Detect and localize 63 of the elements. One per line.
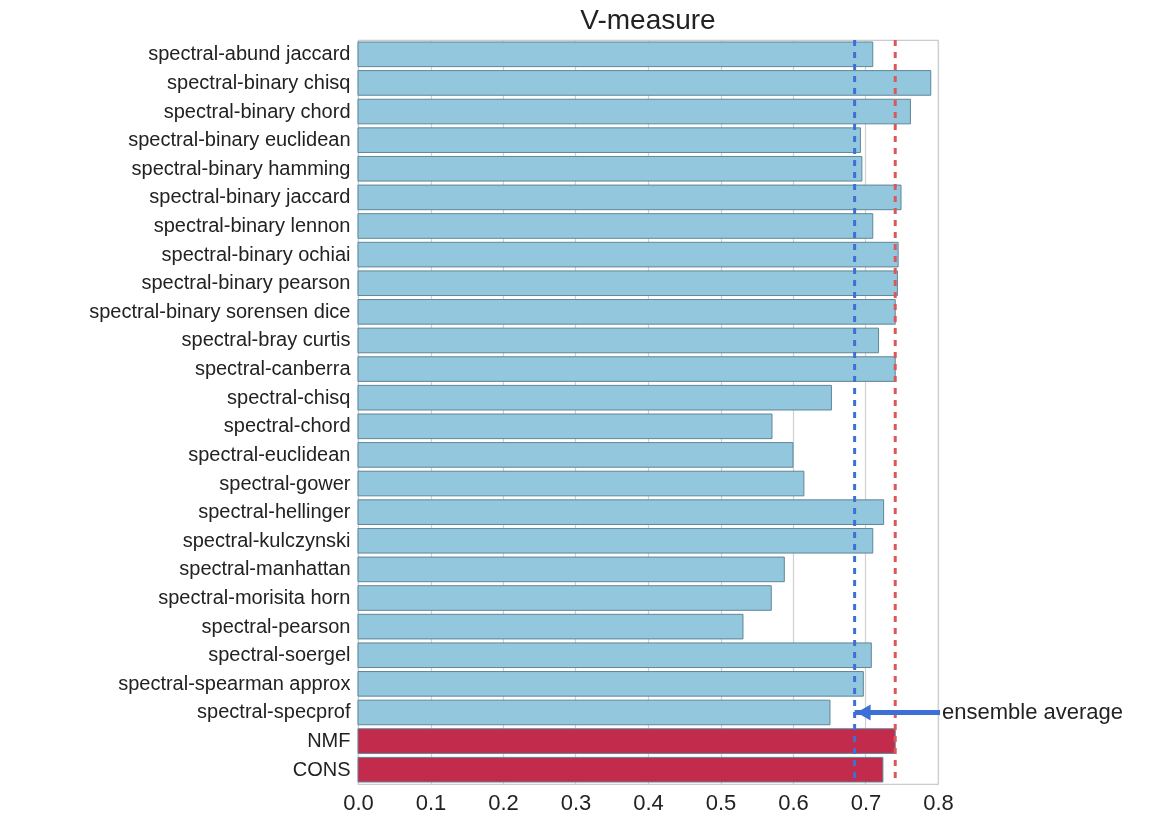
y-tick-label: NMF [307, 729, 351, 752]
bar [357, 70, 932, 96]
x-tick-label: 0.8 [923, 789, 954, 815]
bar [357, 384, 832, 411]
bar [357, 728, 896, 754]
y-tick-label: spectral-spearman approx [118, 671, 351, 694]
bar [357, 127, 861, 153]
y-tick-label: spectral-binary chisq [167, 70, 351, 93]
y-tick-label: spectral-binary hamming [131, 156, 351, 179]
bar [357, 98, 911, 125]
y-tick-label: spectral-binary chord [163, 99, 351, 122]
x-tick-label: 0.4 [633, 789, 664, 815]
y-tick-label: CONS [292, 757, 351, 780]
x-tick-label: 0.7 [850, 789, 882, 815]
y-tick-label: spectral-specprof [197, 700, 351, 723]
y-tick-label: spectral-binary pearson [141, 271, 351, 294]
bar [357, 270, 898, 297]
bar [357, 499, 885, 525]
bar [357, 527, 874, 554]
chart-title: V-measure [580, 3, 716, 35]
bar [357, 413, 773, 440]
x-tick-label: 0.6 [778, 789, 809, 815]
bar [357, 41, 874, 68]
x-tick-label: 0.5 [705, 789, 737, 815]
bar [357, 613, 744, 640]
y-tick-label: spectral-manhattan [179, 557, 351, 580]
bar [357, 184, 902, 211]
y-tick-label: spectral-binary ochiai [161, 242, 351, 265]
bar [357, 585, 772, 611]
bar [357, 241, 899, 268]
bar [357, 299, 896, 325]
bar [357, 356, 896, 382]
annotation: ensemble average [942, 699, 1124, 725]
x-tick-label: 0.3 [560, 789, 592, 815]
x-tick-label: 0.1 [415, 789, 447, 815]
y-tick-label: spectral-morisita horn [158, 586, 351, 608]
y-tick-label: spectral-binary sorensen dice [89, 299, 351, 322]
bar [357, 642, 872, 669]
bar [357, 155, 863, 182]
bar [357, 213, 874, 239]
bar [357, 756, 884, 783]
y-tick-label: spectral-chisq [227, 385, 351, 408]
y-tick-label: spectral-euclidean [188, 442, 351, 465]
y-tick-label: spectral-binary jaccard [149, 185, 351, 208]
bar [357, 327, 880, 354]
x-tick-label: 0.0 [343, 789, 374, 815]
y-tick-label: spectral-canberra [194, 357, 352, 380]
y-tick-label: spectral-binary lennon [153, 214, 351, 236]
bar [357, 556, 785, 583]
y-tick-label: spectral-hellinger [198, 500, 351, 523]
y-tick-label: spectral-pearson [201, 614, 351, 637]
bar [357, 671, 864, 697]
bar [357, 470, 805, 497]
y-tick-label: spectral-gower [219, 471, 351, 494]
y-tick-label: spectral-binary euclidean [128, 128, 351, 151]
x-tick-label: 0.2 [488, 789, 519, 815]
y-tick-label: spectral-chord [223, 414, 351, 437]
y-tick-label: spectral-abund jaccard [148, 42, 351, 65]
y-tick-label: spectral-bray curtis [181, 328, 351, 351]
y-tick-label: spectral-kulczynski [182, 528, 351, 551]
y-tick-label: spectral-soergel [208, 643, 351, 666]
bar [357, 699, 831, 726]
bar [357, 442, 794, 468]
